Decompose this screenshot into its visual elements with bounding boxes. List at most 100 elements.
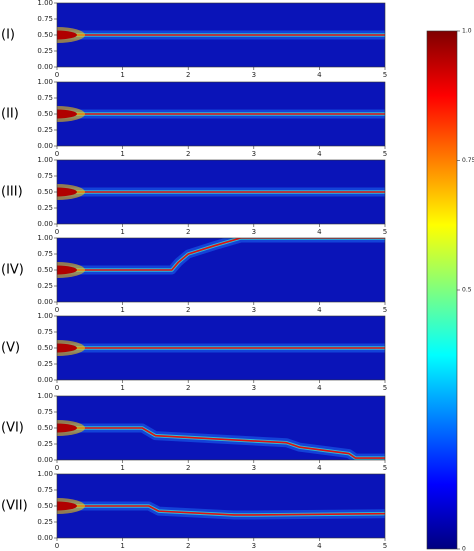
x-tick-label: 5 (383, 464, 387, 472)
y-tick-label: 1.00 (37, 312, 53, 320)
y-tick-label: 0.25 (37, 204, 53, 212)
y-tick-label: 0.00 (37, 298, 53, 306)
source (57, 343, 77, 353)
y-tick-label: 0.25 (37, 282, 53, 290)
plot-area (57, 420, 385, 460)
plot-area (57, 498, 385, 520)
y-tick-label: 0.75 (37, 15, 53, 23)
y-tick-label: 0.00 (37, 142, 53, 150)
x-tick-label: 4 (317, 150, 322, 158)
y-tick-label: 1.00 (37, 78, 53, 86)
x-tick-label: 4 (317, 384, 322, 392)
panel-label: (I) (1, 28, 15, 43)
y-tick-label: 0.50 (37, 31, 53, 39)
y-tick-label: 0.75 (37, 172, 53, 180)
x-tick-label: 3 (252, 228, 256, 236)
y-tick-label: 0.00 (37, 63, 53, 71)
y-tick-label: 0.50 (37, 266, 53, 274)
x-tick-label: 1 (120, 228, 124, 236)
x-tick-label: 0 (55, 306, 59, 314)
plot-area (57, 238, 385, 278)
x-tick-label: 0 (55, 150, 59, 158)
y-tick-label: 0.00 (37, 534, 53, 542)
colorbar-tick-label: 1.0 (462, 28, 472, 35)
x-tick-label: 1 (120, 306, 124, 314)
x-tick-label: 1 (120, 384, 124, 392)
y-tick-label: 0.25 (37, 126, 53, 134)
x-tick-label: 1 (120, 150, 124, 158)
x-tick-label: 4 (317, 464, 322, 472)
plot-area (57, 27, 385, 43)
x-tick-label: 1 (120, 71, 124, 79)
x-tick-label: 5 (383, 306, 387, 314)
panel-label: (III) (1, 185, 23, 200)
x-tick-label: 3 (252, 464, 256, 472)
x-tick-label: 0 (55, 384, 59, 392)
y-tick-label: 1.00 (37, 156, 53, 164)
source (57, 187, 77, 197)
y-tick-label: 1.00 (37, 392, 53, 400)
x-tick-label: 1 (120, 542, 124, 550)
y-tick-label: 0.25 (37, 518, 53, 526)
panel-label: (VI) (1, 421, 24, 436)
x-tick-label: 2 (186, 228, 190, 236)
y-tick-label: 0.50 (37, 424, 53, 432)
plot-area (57, 340, 385, 356)
x-tick-label: 2 (186, 71, 190, 79)
source (57, 423, 77, 433)
y-tick-label: 1.00 (37, 470, 53, 478)
y-tick-label: 0.00 (37, 376, 53, 384)
y-tick-label: 0.50 (37, 110, 53, 118)
y-tick-label: 0.75 (37, 328, 53, 336)
x-tick-label: 2 (186, 150, 190, 158)
source (57, 30, 77, 40)
y-tick-label: 0.75 (37, 486, 53, 494)
x-tick-label: 3 (252, 71, 256, 79)
colorbar (426, 30, 458, 550)
plot-area (57, 184, 385, 200)
y-tick-label: 0.75 (37, 250, 53, 258)
x-tick-label: 5 (383, 71, 387, 79)
colorbar-tick-label: 0.5 (462, 287, 472, 294)
colorbar-tick-label: 0.75 (462, 157, 474, 164)
y-tick-label: 0.75 (37, 94, 53, 102)
x-tick-label: 5 (383, 228, 387, 236)
x-tick-label: 3 (252, 384, 256, 392)
y-tick-label: 0.50 (37, 188, 53, 196)
y-tick-label: 0.50 (37, 344, 53, 352)
source (57, 265, 77, 275)
x-tick-label: 4 (317, 306, 322, 314)
y-tick-label: 0.25 (37, 360, 53, 368)
beam-core (57, 505, 385, 516)
y-tick-label: 0.25 (37, 440, 53, 448)
source (57, 109, 77, 119)
x-tick-label: 3 (252, 306, 256, 314)
beam-core (57, 427, 385, 459)
x-tick-label: 4 (317, 71, 322, 79)
panel-label: (VII) (1, 499, 28, 514)
plot-area (57, 106, 385, 122)
x-tick-label: 2 (186, 542, 190, 550)
panel-label: (V) (1, 341, 20, 356)
colorbar-tick-label: 0 (462, 546, 466, 551)
x-tick-label: 2 (186, 384, 190, 392)
y-tick-label: 1.00 (37, 234, 53, 242)
x-tick-label: 0 (55, 464, 59, 472)
source (57, 501, 77, 511)
y-tick-label: 1.00 (37, 0, 53, 7)
x-tick-label: 0 (55, 228, 59, 236)
x-tick-label: 4 (317, 542, 322, 550)
panel-label: (IV) (1, 263, 24, 278)
x-tick-label: 2 (186, 464, 190, 472)
x-tick-label: 5 (383, 384, 387, 392)
panel-label: (II) (1, 107, 19, 122)
y-tick-label: 0.00 (37, 456, 53, 464)
x-tick-label: 5 (383, 150, 387, 158)
y-tick-label: 0.25 (37, 47, 53, 55)
x-tick-label: 0 (55, 71, 59, 79)
x-tick-label: 2 (186, 306, 190, 314)
x-tick-label: 1 (120, 464, 124, 472)
x-tick-label: 0 (55, 542, 59, 550)
y-tick-label: 0.75 (37, 408, 53, 416)
